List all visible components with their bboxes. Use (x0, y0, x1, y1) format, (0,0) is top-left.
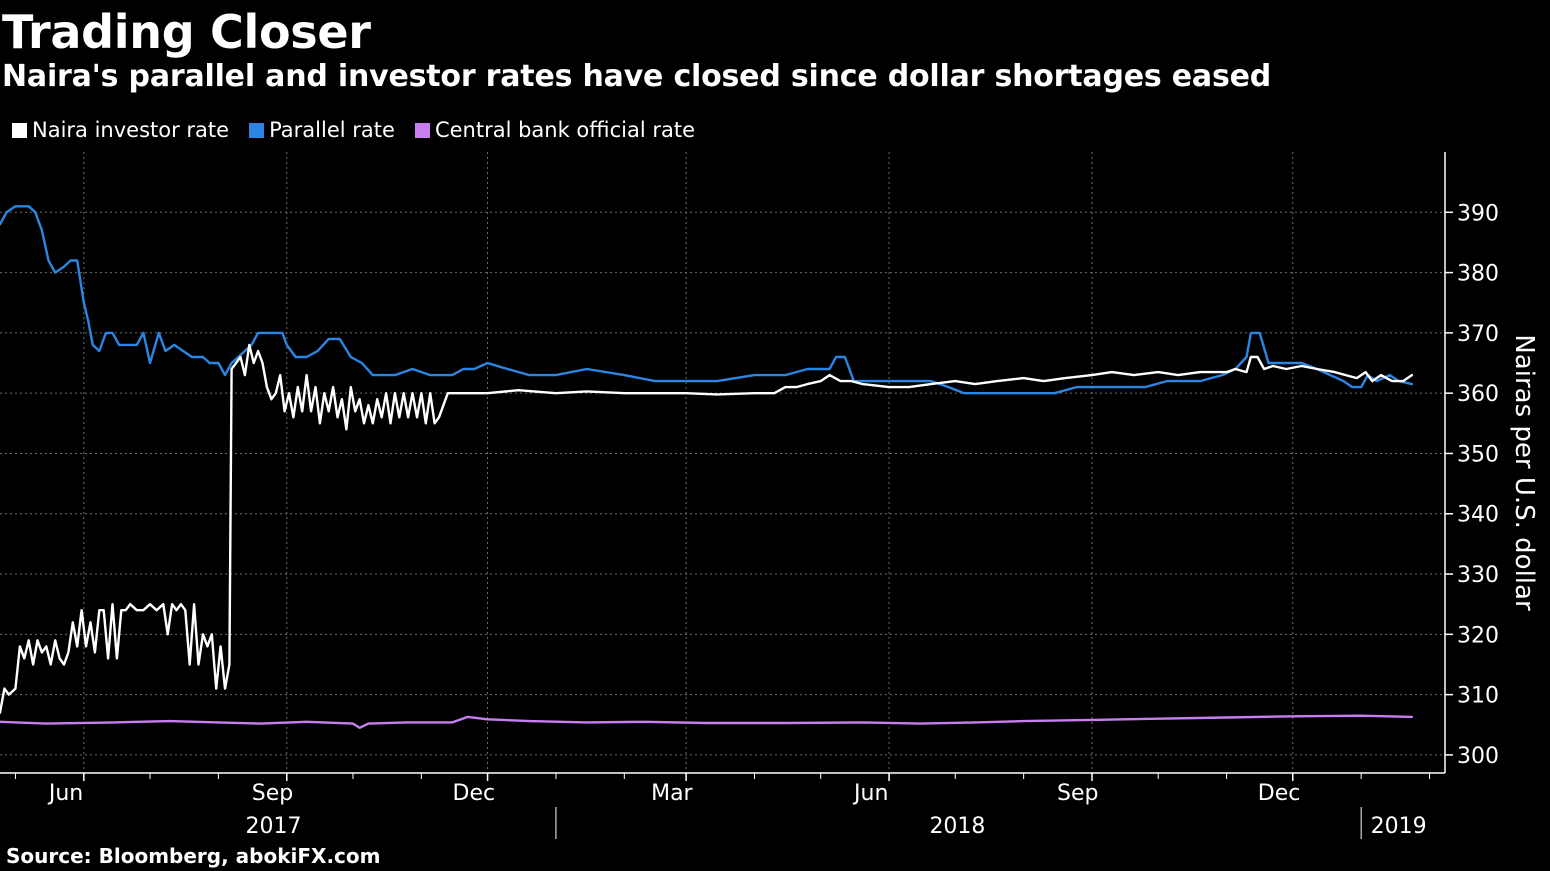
legend-swatch-official (414, 122, 430, 138)
y-tick-label: 310 (1457, 684, 1499, 709)
legend-swatch-parallel (249, 122, 265, 138)
series-line-naira-investor-rate (0, 343, 1414, 714)
legend-item-investor: Naira investor rate (12, 116, 229, 144)
year-label: 2017 (246, 814, 302, 839)
year-label: 2019 (1371, 814, 1427, 839)
legend-label-parallel: Parallel rate (269, 118, 395, 142)
y-tick-label: 390 (1457, 201, 1499, 226)
x-tick-label: Dec (453, 781, 496, 806)
year-label: 2018 (929, 814, 985, 839)
legend-swatch-investor (12, 122, 27, 138)
y-tick-label: 370 (1457, 322, 1499, 347)
legend-item-official: Central bank official rate (414, 116, 695, 144)
source-note: Source: Bloomberg, abokiFX.com (6, 844, 381, 868)
legend-item-parallel: Parallel rate (249, 116, 395, 144)
legend-label-investor: Naira investor rate (32, 118, 230, 142)
y-tick-label: 380 (1457, 262, 1499, 287)
x-tick-label: Dec (1258, 781, 1301, 806)
y-tick-label: 330 (1457, 563, 1499, 588)
legend: Naira investor rate Parallel rate Centra… (12, 116, 715, 144)
x-tick-label: Sep (1057, 781, 1098, 806)
chart-subtitle: Naira's parallel and investor rates have… (2, 59, 1272, 94)
y-tick-label: 350 (1457, 442, 1499, 467)
chart-title: Trading Closer (2, 5, 371, 59)
x-tick-label: Sep (252, 781, 293, 806)
y-axis-label: Nairas per U.S. dollar (1509, 334, 1539, 611)
y-tick-label: 300 (1457, 744, 1499, 769)
series-line-central-bank-official-rate (0, 714, 1414, 729)
y-tick-label: 360 (1457, 382, 1499, 407)
x-tick-label: Jun (852, 781, 888, 806)
y-tick-label: 320 (1457, 623, 1499, 648)
legend-label-official: Central bank official rate (434, 118, 695, 142)
x-tick-label: Jun (47, 781, 83, 806)
x-tick-label: Mar (651, 781, 693, 806)
series-line-parallel-rate (0, 205, 1414, 395)
y-tick-label: 340 (1457, 503, 1499, 528)
